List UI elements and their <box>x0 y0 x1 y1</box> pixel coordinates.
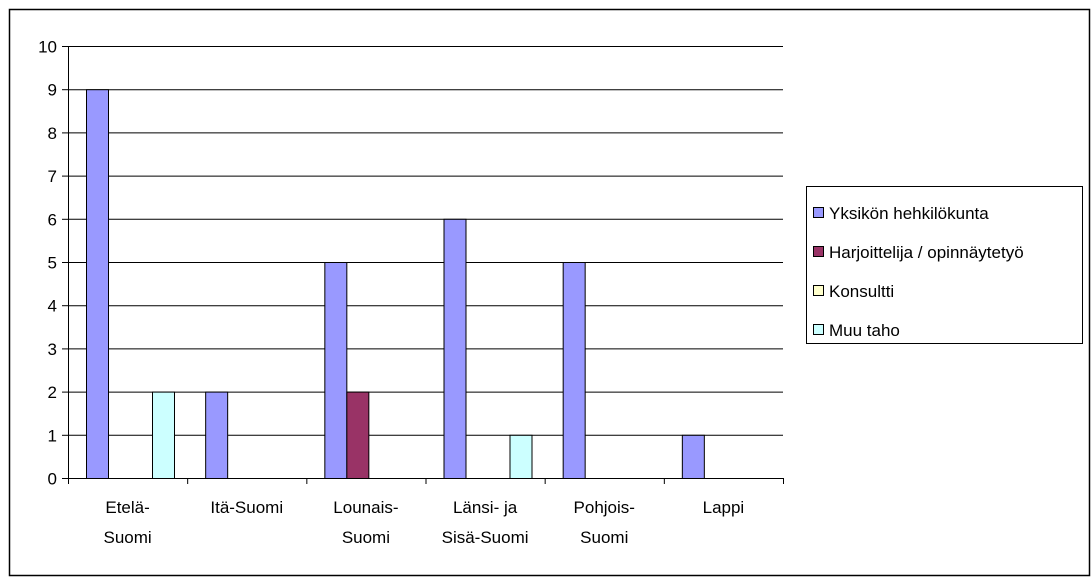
x-axis-categories: Etelä-Suomi Itä-Suomi Lounais-Suomi Länsi- … <box>103 498 744 547</box>
x-category-label: Lounais-Suomi <box>333 498 398 547</box>
y-tick-label: 8 <box>48 124 57 143</box>
bar <box>443 218 467 480</box>
legend-swatch <box>813 324 824 335</box>
bar <box>346 391 370 480</box>
y-tick-label: 2 <box>48 383 57 402</box>
bars <box>86 89 705 480</box>
y-tick-label: 9 <box>48 81 57 100</box>
legend: Yksikön hehkilökunta Harjoittelija / opin… <box>806 186 1083 344</box>
y-axis-ticks: 0 1 2 3 4 5 6 7 8 9 10 <box>38 38 57 489</box>
legend-swatch <box>813 207 824 218</box>
axes <box>62 46 784 484</box>
y-tick-label: 1 <box>48 426 57 445</box>
bar <box>681 434 705 479</box>
legend-label: Yksikön hehkilökunta <box>829 204 989 223</box>
bar <box>152 391 175 480</box>
legend-label: Muu taho <box>829 321 900 340</box>
y-tick-label: 0 <box>48 470 57 489</box>
y-tick-label: 3 <box>48 340 57 359</box>
x-category-label: Lappi <box>703 498 745 517</box>
gridlines <box>68 46 783 436</box>
bar <box>509 434 533 479</box>
bar <box>86 89 109 479</box>
bar <box>205 391 229 480</box>
bar <box>562 262 586 479</box>
x-category-label: Etelä-Suomi <box>103 498 151 547</box>
x-category-label: Pohjois-Suomi <box>574 498 635 547</box>
x-category-label: Itä-Suomi <box>210 498 283 517</box>
legend-label: Konsultti <box>829 282 894 301</box>
legend-box <box>806 186 1083 344</box>
legend-swatch <box>813 246 824 257</box>
y-tick-label: 4 <box>48 297 57 316</box>
bar <box>324 262 348 479</box>
legend-label: Harjoittelija / opinnäytetyö <box>829 243 1024 262</box>
legend-swatch <box>813 285 824 296</box>
x-category-label: Länsi- ja Sisä-Suomi <box>442 498 529 547</box>
y-tick-label: 6 <box>48 210 57 229</box>
y-tick-label: 5 <box>48 254 57 273</box>
y-tick-label: 7 <box>48 167 57 186</box>
y-tick-label: 10 <box>38 38 57 57</box>
